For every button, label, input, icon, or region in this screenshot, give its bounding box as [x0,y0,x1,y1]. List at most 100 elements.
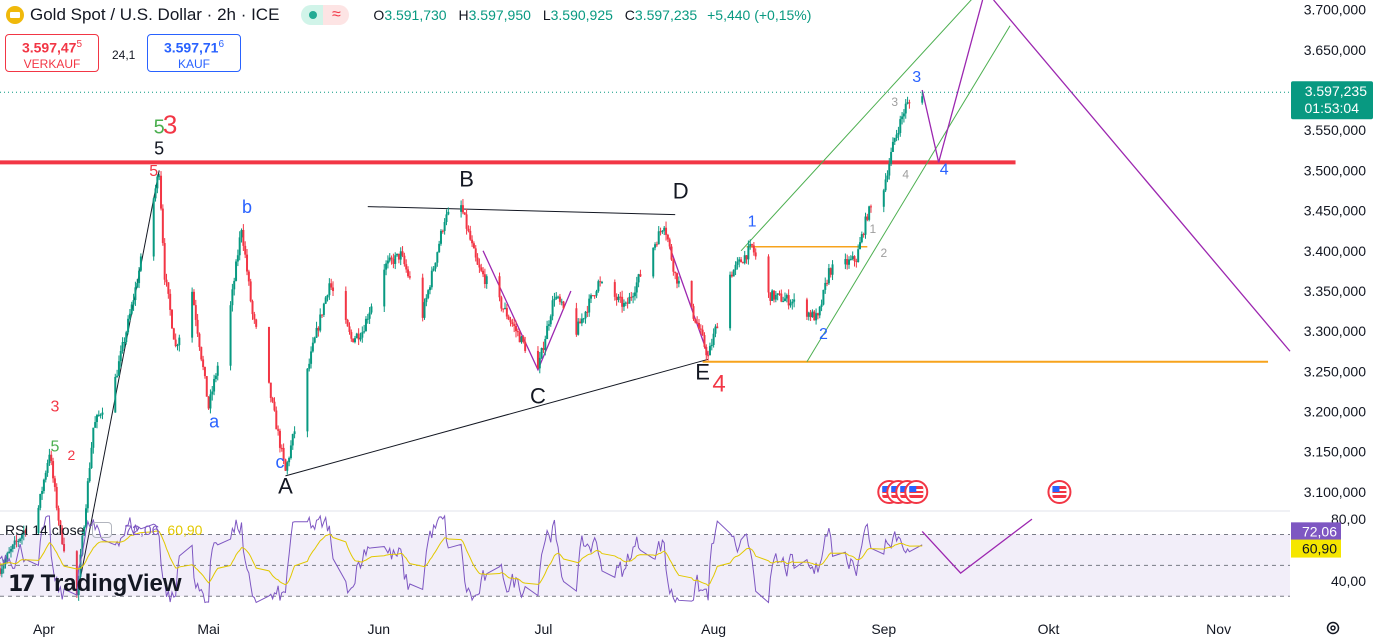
candle-body [741,262,744,264]
candle-body [749,244,752,247]
tradingview-logo[interactable]: 17 TradingView [8,570,182,598]
candle-body [743,255,746,264]
candle-body [855,261,858,263]
candle-body [595,291,598,296]
market-open-icon[interactable] [301,5,324,25]
time-tick-label: Jun [367,621,390,637]
price-tick-label: 3.500,000 [1304,162,1366,178]
candle-body [652,247,655,277]
candle-body [359,337,362,340]
price-axis[interactable]: 3.700,0003.650,0003.600,0003.550,0003.50… [0,2,1373,500]
candle-body [59,520,62,528]
time-axis[interactable]: Apr Mai Jun Jul Aug Sep Okt Nov [33,621,1231,637]
candle-body [280,447,283,449]
candle-body [427,290,430,298]
wave-label: 4 [712,370,725,397]
candle-body [586,311,589,313]
logo-mark: 17 [8,571,36,597]
sell-button[interactable]: 3.597,475 VERKAUF [5,34,99,72]
candle-body [498,276,501,298]
candle-body [176,345,179,347]
wave-label: b [242,197,252,217]
candle-body [536,350,539,369]
candle-body [0,568,3,574]
projection-path [993,0,1291,352]
candle-body [613,282,616,297]
candle-body [853,256,856,262]
wave-label: 1 [869,222,876,236]
candle-body [97,414,100,416]
events-layer[interactable] [877,480,1072,504]
candle-body [85,508,87,527]
candle-body [482,270,485,275]
candle-body [502,308,505,310]
rsi-ma-line [0,530,923,587]
candle-body [862,234,865,236]
candle-body [202,359,205,368]
candle-body [672,259,675,272]
visibility-icon[interactable] [92,522,113,538]
candle-body [42,479,45,491]
candle-body [665,227,668,235]
drawings-layer[interactable] [0,0,1291,597]
candle-body [313,337,316,343]
candle-body [401,251,404,256]
candle-body [705,346,708,356]
rsi-legend[interactable]: RSI 14 close 72,06 60,90 [5,522,202,538]
candle-body [776,293,779,295]
candle-body [471,239,474,244]
candle-body [899,119,902,134]
candle-body [236,255,239,262]
candle-body [46,462,49,473]
logo-text: TradingView [40,570,182,597]
candle-body [165,279,168,283]
candle-body [432,268,435,271]
candle-body [200,347,203,360]
candle-body [52,461,55,479]
trendline [740,0,972,252]
candle-body [542,348,545,351]
candle-body [125,332,128,343]
candle-body [37,507,40,534]
price-tick-label: 3.300,000 [1304,323,1366,339]
rsi-ma-value: 60,90 [167,522,203,538]
gear-icon[interactable] [1325,620,1341,636]
candle-body [388,257,391,261]
candle-body [848,259,851,265]
candle-body [114,376,117,413]
candle-body [621,296,624,307]
candle-body [890,151,893,164]
chart-header: Gold Spot / U.S. Dollar · 2h · ICE ≈ O3.… [0,0,811,30]
buy-button[interactable]: 3.597,716 KAUF [147,34,241,72]
candle-body [857,249,860,263]
candle-body [229,305,232,366]
candle-body [615,296,618,301]
candle-body [897,133,900,135]
trendline [806,25,1011,362]
candle-body [893,138,896,142]
candle-body [655,244,658,246]
symbol-title[interactable]: Gold Spot / U.S. Dollar · 2h · ICE [30,5,280,24]
candle-body [11,544,14,549]
wave-label: C [530,384,546,409]
candle-body [311,342,314,352]
candle-body [235,261,238,281]
time-tick-label: Mai [197,621,220,637]
candle-body [509,319,512,323]
wave-icon[interactable]: ≈ [323,5,350,25]
candle-body [815,313,818,321]
candle-body [6,553,9,560]
candle-body [394,255,397,264]
candle-body [441,230,444,232]
candle-body [661,230,664,232]
status-pills[interactable]: ≈ [301,5,350,25]
candle-body [540,348,543,358]
candle-body [399,251,402,260]
wave-label: 3 [891,95,898,109]
price-tick-label: 3.200,000 [1304,404,1366,420]
candle-body [205,376,208,397]
candle-body [476,257,479,265]
candle-body [544,339,547,351]
